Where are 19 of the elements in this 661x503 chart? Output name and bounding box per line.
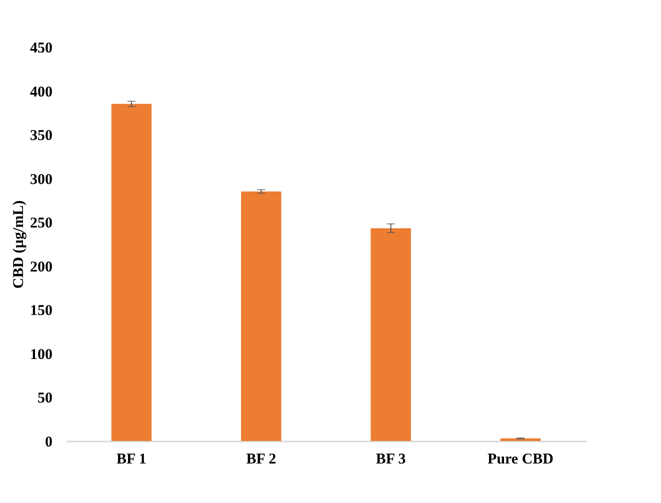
x-tick-label: BF 1 <box>116 452 146 468</box>
y-tick-label: 250 <box>30 216 52 232</box>
bar <box>370 228 411 441</box>
y-tick-label: 150 <box>30 303 52 320</box>
x-tick-label: BF 2 <box>246 452 276 468</box>
bar <box>241 191 282 441</box>
y-tick-label: 450 <box>30 40 52 56</box>
bar <box>111 104 152 441</box>
x-tick-label: Pure CBD <box>488 452 554 468</box>
y-axis-title: CBD (µg/mL) <box>11 200 27 289</box>
y-tick-label: 100 <box>30 346 52 363</box>
y-tick-label: 300 <box>30 172 52 188</box>
bar <box>500 438 541 441</box>
y-tick-label: 200 <box>30 259 52 276</box>
y-tick-label: 0 <box>45 434 52 450</box>
x-tick-label: BF 3 <box>376 452 406 468</box>
y-tick-label: 400 <box>30 84 52 100</box>
y-tick-label: 350 <box>30 128 52 144</box>
y-tick-label: 50 <box>38 390 52 407</box>
